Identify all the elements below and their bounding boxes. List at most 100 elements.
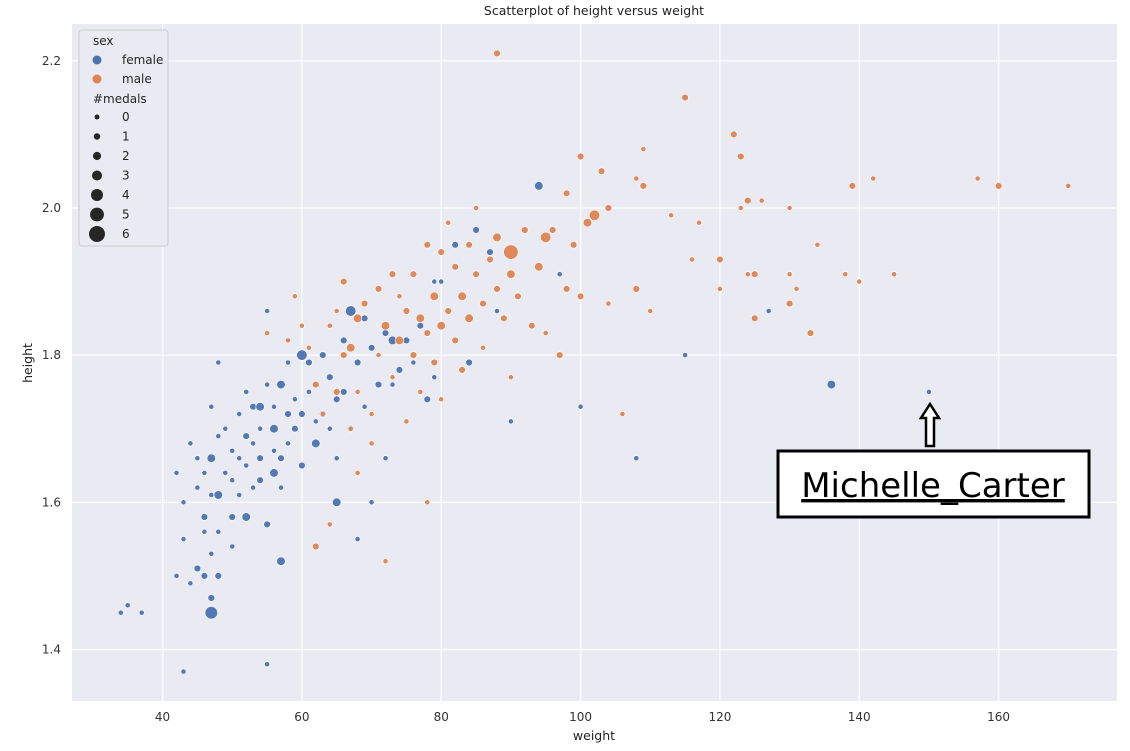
data-point-female — [633, 455, 640, 462]
data-point-male — [582, 218, 593, 228]
data-point-male — [605, 300, 612, 307]
data-point-male — [389, 374, 396, 381]
data-point-female — [180, 668, 187, 675]
data-point-male — [750, 270, 759, 278]
data-point-male — [689, 256, 695, 263]
data-point-female — [249, 403, 257, 411]
data-point-male — [417, 388, 424, 395]
legend-size-marker — [92, 151, 102, 161]
data-point-male — [848, 182, 856, 190]
data-point-male — [576, 152, 585, 161]
data-point-male — [424, 499, 431, 506]
data-point-male — [737, 152, 745, 161]
data-point-male — [493, 285, 501, 293]
data-point-female — [486, 248, 494, 256]
data-point-male — [472, 270, 480, 278]
data-point-female — [269, 468, 279, 478]
data-point-male — [744, 196, 752, 205]
data-point-female — [214, 572, 223, 580]
data-point-female — [410, 359, 417, 366]
data-point-male — [542, 330, 549, 336]
data-point-male — [588, 209, 601, 221]
data-point-female — [556, 271, 563, 278]
data-point-female — [250, 440, 256, 447]
annotation-arrow-icon — [918, 401, 942, 448]
data-point-female — [431, 374, 438, 381]
data-point-male — [514, 292, 522, 300]
data-point-female — [228, 513, 236, 521]
data-point-male — [305, 344, 312, 351]
data-point-male — [562, 189, 571, 198]
data-point-male — [521, 226, 529, 234]
data-point-female — [264, 381, 270, 388]
data-point-male — [438, 396, 445, 403]
data-point-male — [1065, 182, 1072, 189]
data-point-male — [457, 291, 467, 301]
data-point-male — [403, 418, 410, 425]
data-point-female — [215, 528, 222, 535]
data-point-female — [326, 425, 333, 432]
data-point-female — [215, 433, 222, 439]
data-point-female — [208, 550, 215, 557]
legend-hue-title: sex — [93, 34, 114, 48]
annotation: Michelle_Carter — [776, 401, 1091, 519]
data-point-male — [716, 255, 724, 264]
data-point-male — [632, 285, 640, 293]
data-point-male — [555, 351, 564, 359]
data-point-male — [785, 299, 794, 308]
y-tick-label: 1.6 — [42, 495, 61, 509]
data-point-female — [305, 388, 312, 395]
data-point-male — [842, 271, 849, 278]
data-point-male — [619, 411, 626, 417]
data-point-female — [291, 396, 298, 403]
data-point-female — [926, 388, 932, 395]
data-point-female — [451, 241, 459, 249]
data-point-male — [492, 232, 502, 242]
grid-lines — [72, 24, 1117, 701]
data-point-female — [180, 499, 187, 506]
data-point-female — [194, 455, 201, 462]
data-point-male — [480, 344, 486, 351]
data-point-female — [826, 380, 837, 390]
data-point-female — [271, 447, 277, 454]
data-point-male — [458, 366, 466, 374]
data-point-male — [891, 271, 897, 278]
data-point-female — [256, 454, 264, 462]
legend-female-marker — [92, 55, 102, 65]
legend-male-marker — [92, 74, 102, 84]
data-point-female — [255, 402, 265, 412]
data-point-male — [264, 330, 270, 336]
data-point-female — [201, 469, 208, 476]
data-point-male — [380, 321, 391, 331]
data-point-female — [395, 366, 404, 374]
data-point-male — [540, 231, 552, 243]
data-point-female — [200, 513, 209, 521]
data-point-male — [569, 241, 578, 249]
legend-size-marker — [94, 114, 100, 120]
data-point-male — [758, 197, 765, 204]
data-point-male — [639, 182, 647, 190]
legend-female-label: female — [122, 53, 163, 67]
data-point-female — [206, 453, 216, 463]
data-point-female — [208, 403, 215, 410]
legend-size-label: 3 — [122, 169, 130, 183]
data-point-female — [277, 454, 285, 462]
data-point-female — [381, 329, 390, 337]
data-point-female — [534, 181, 544, 191]
data-point-male — [333, 388, 341, 396]
annotation-label: Michelle_Carter — [801, 466, 1065, 506]
data-point-female — [264, 661, 270, 668]
data-point-female — [682, 352, 688, 358]
data-point-male — [396, 293, 403, 300]
data-point-female — [213, 490, 223, 500]
data-point-male — [326, 521, 333, 528]
legend-male-label: male — [122, 72, 152, 86]
data-point-female — [298, 461, 306, 470]
plot-area-background — [72, 24, 1117, 701]
data-point-male — [346, 343, 356, 353]
data-point-female — [319, 351, 327, 359]
data-point-female — [187, 440, 194, 447]
data-points — [117, 49, 1072, 675]
legend-size-label: 4 — [122, 188, 130, 202]
data-point-male — [647, 308, 654, 314]
